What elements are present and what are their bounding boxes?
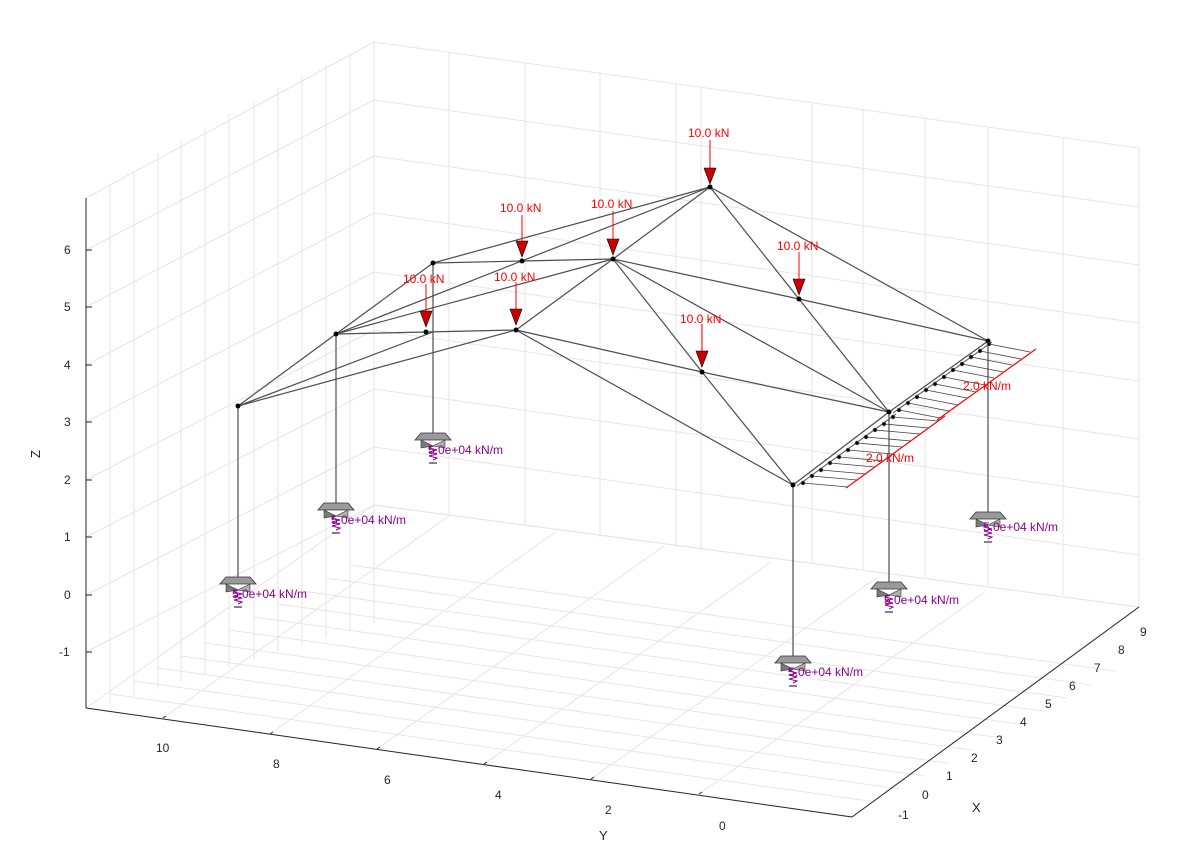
x-tick-label: 2 [971, 751, 978, 765]
y-tick-label: 0 [719, 819, 726, 833]
z-tick-label: 1 [64, 530, 71, 544]
node [430, 260, 436, 266]
node [423, 329, 429, 335]
x-tick-label: 9 [1140, 625, 1147, 639]
node [333, 331, 339, 337]
distributed-load-1: 2.0 kN/m [796, 413, 946, 489]
x-axis-label: X [972, 800, 981, 815]
x-tick-label: 8 [1118, 643, 1125, 657]
y-tick-label: 10 [156, 741, 170, 755]
z-tick-label: 0 [64, 588, 71, 602]
z-tick-label: -1 [59, 645, 70, 659]
frame-nodes [235, 184, 991, 488]
x-tick-label: 5 [1045, 697, 1052, 711]
spring-stiffness-label: 5.0e+04 kN/m [788, 665, 863, 679]
x-tick-label: 4 [1020, 715, 1027, 729]
point-load-2: 10.0 kN [500, 201, 541, 258]
spring-stiffness-label: 5.0e+04 kN/m [428, 443, 503, 457]
node [610, 256, 616, 262]
spring-support-3: 5.0e+04 kN/m [414, 432, 503, 464]
z-tick-label: 2 [64, 473, 71, 487]
spring-stiffness-label: 5.0e+04 kN/m [983, 520, 1058, 534]
point-load-label: 10.0 kN [680, 312, 721, 326]
spring-support-1: 5.0e+04 kN/m [219, 576, 307, 608]
node [699, 369, 705, 375]
spring-support-5: 5.0e+04 kN/m [870, 581, 959, 613]
y-tick-label: 8 [273, 757, 280, 771]
point-load-4: 10.0 kN [777, 239, 818, 296]
point-load-1: 10.0 kN [688, 126, 729, 185]
distributed-load-2: 2.0 kN/m [892, 341, 1037, 421]
point-load-label: 10.0 kN [500, 201, 541, 215]
y-axis-ticks [162, 715, 703, 795]
y-tick-label: 6 [384, 773, 391, 787]
y-axis-label: Y [599, 828, 608, 843]
point-load-label: 10.0 kN [403, 272, 444, 286]
point-load-label: 10.0 kN [591, 197, 632, 211]
axis-lines [85, 198, 1140, 818]
spring-stiffness-label: 5.0e+04 kN/m [331, 513, 406, 527]
z-tick-labels: -1 0 1 2 3 4 5 6 [59, 243, 71, 659]
y-tick-labels: 0 2 4 6 8 10 [156, 741, 726, 833]
x-tick-label: 3 [996, 733, 1003, 747]
z-tick-label: 4 [64, 358, 71, 372]
z-axis-label: Z [28, 450, 43, 458]
spring-support-6: 5.0e+04 kN/m [969, 511, 1058, 543]
x-tick-label: 6 [1069, 679, 1076, 693]
y-tick-label: 4 [495, 788, 502, 802]
x-tick-label: 0 [922, 788, 929, 802]
node [796, 296, 802, 302]
point-load-6: 10.0 kN [494, 270, 535, 326]
distributed-load-label: 2.0 kN/m [866, 451, 914, 465]
x-tick-label: -1 [898, 808, 909, 822]
distributed-load-label: 2.0 kN/m [963, 379, 1011, 393]
x-tick-labels: -1 0 1 2 3 4 5 6 7 8 9 [898, 625, 1147, 822]
grid-yz-wall [85, 41, 375, 708]
spring-stiffness-label: 5.0e+04 kN/m [884, 593, 959, 607]
point-load-label: 10.0 kN [777, 239, 818, 253]
spring-stiffness-label: 5.0e+04 kN/m [232, 587, 307, 601]
point-load-3: 10.0 kN [591, 197, 632, 256]
point-load-7: 10.0 kN [680, 312, 721, 368]
grid-floor [85, 504, 1140, 818]
node [790, 482, 796, 488]
z-axis-ticks [86, 249, 92, 653]
z-tick-label: 5 [64, 300, 71, 314]
node [886, 409, 892, 415]
y-tick-label: 2 [605, 803, 612, 817]
x-tick-label: 7 [1094, 661, 1101, 675]
node [707, 184, 713, 190]
point-load-label: 10.0 kN [494, 270, 535, 284]
point-load-5: 10.0 kN [403, 272, 444, 328]
spring-support-4: 5.0e+04 kN/m [774, 655, 863, 687]
node [519, 258, 525, 264]
frame-members [237, 186, 989, 659]
point-load-label: 10.0 kN [688, 126, 729, 140]
z-tick-label: 6 [64, 243, 71, 257]
node [513, 327, 519, 333]
x-tick-label: 1 [946, 769, 953, 783]
spring-support-2: 5.0e+04 kN/m [317, 502, 406, 534]
node [235, 403, 241, 409]
z-tick-label: 3 [64, 415, 71, 429]
